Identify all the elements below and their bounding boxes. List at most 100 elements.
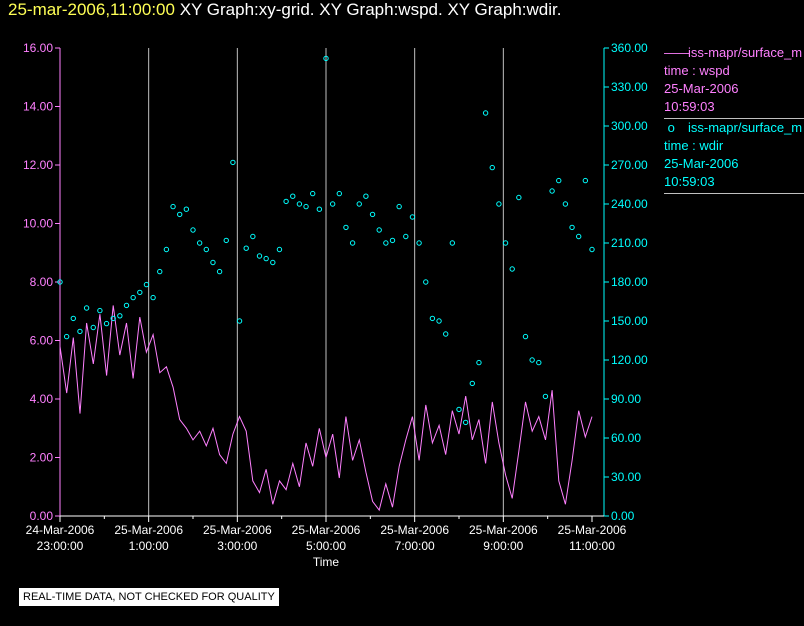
wdir-point [103, 320, 110, 327]
wdir-point [203, 246, 210, 253]
wdir-point [356, 201, 362, 207]
y-tick-label-right: 120.00 [611, 353, 648, 367]
wdir-point [449, 240, 456, 246]
wdir-point [409, 214, 416, 220]
wdir-point [389, 237, 396, 244]
wdir-point [509, 266, 515, 272]
graph-name-wspd: XY Graph:wspd. [319, 0, 443, 19]
wdir-point [569, 224, 575, 231]
wdir-point [163, 246, 170, 253]
wdir-point [369, 211, 376, 218]
x-tick-label-time: 5:00:00 [306, 539, 346, 553]
wdir-point [196, 240, 203, 246]
wdir-point [343, 224, 349, 231]
wdir-point [349, 240, 356, 246]
wdir-point [236, 318, 243, 324]
wdir-point [110, 315, 116, 322]
wdir-point [310, 190, 316, 197]
wdir-point [250, 233, 256, 240]
x-tick-label-time: 9:00:00 [483, 539, 523, 553]
wdir-point [363, 193, 369, 199]
x-axis-label: Time [313, 555, 340, 569]
y-tick-label-right: 60.00 [611, 431, 641, 445]
wdir-point [137, 289, 143, 296]
y-tick-label-left: 8.00 [30, 275, 54, 289]
wdir-point [256, 253, 263, 259]
wdir-point [522, 333, 529, 340]
wdir-point [423, 279, 429, 285]
wdir-point [396, 203, 402, 210]
wdir-point [403, 233, 409, 240]
wdir-point [150, 294, 156, 301]
legend-var: time : wspd [664, 63, 730, 78]
wdir-point [216, 268, 223, 275]
y-tick-label-left: 0.00 [30, 509, 54, 523]
wdir-point [562, 201, 569, 207]
x-tick-label-time: 1:00:00 [129, 539, 169, 553]
wdir-point [177, 211, 183, 218]
wdir-point [123, 302, 130, 309]
wdir-point [210, 259, 216, 266]
y-tick-label-left: 10.00 [23, 217, 53, 231]
wdir-point [270, 259, 276, 266]
wdir-point [496, 201, 502, 207]
wdir-point [223, 237, 229, 244]
wdir-point [462, 419, 469, 426]
x-tick-label-time: 11:00:00 [569, 539, 615, 553]
wdir-point [63, 333, 70, 340]
y-tick-label-left: 16.00 [23, 41, 53, 55]
wdir-point [316, 206, 323, 212]
wdir-point [429, 315, 436, 322]
wdir-point [117, 313, 123, 319]
legend-time: 10:59:03 [664, 99, 715, 114]
wdir-point [383, 240, 389, 246]
graph-title: 25-mar-2006,11:00:00 XY Graph:xy-grid. X… [8, 0, 561, 20]
circle-symbol-icon: o [664, 120, 675, 135]
y-tick-label-right: 270.00 [611, 158, 648, 172]
wdir-point [456, 406, 462, 413]
y-tick-label-right: 330.00 [611, 80, 648, 94]
x-tick-label-time: 3:00:00 [217, 539, 257, 553]
x-tick-label-date: 25-Mar-2006 [558, 523, 627, 537]
wdir-point [83, 305, 90, 311]
wdir-point [97, 307, 103, 314]
legend-var: time : wdir [664, 138, 724, 153]
y-tick-label-right: 150.00 [611, 314, 648, 328]
wdir-point [190, 227, 196, 233]
wdir-point [536, 359, 542, 366]
legend-entry-wspd: ——iss-mapr/surface_m time : wspd 25-Mar-… [664, 44, 804, 119]
legend-date: 25-Mar-2006 [664, 81, 739, 96]
wdir-point [329, 201, 336, 207]
wdir-point [230, 159, 236, 166]
y-tick-label-right: 360.00 [611, 41, 648, 55]
wdir-point [57, 279, 63, 285]
legend-source: iss-mapr/surface_m [688, 45, 803, 60]
y-tick-label-right: 240.00 [611, 197, 648, 211]
wdir-point [542, 393, 549, 400]
x-tick-label-time: 7:00:00 [395, 539, 435, 553]
graph-name-wdir: XY Graph:wdir. [447, 0, 562, 19]
y-tick-label-left: 2.00 [30, 451, 54, 465]
legend: ——iss-mapr/surface_m time : wspd 25-Mar-… [664, 44, 804, 194]
x-tick-label-date: 25-Mar-2006 [203, 523, 272, 537]
wdir-point [283, 198, 289, 205]
y-tick-label-left: 4.00 [30, 392, 54, 406]
legend-date: 25-Mar-2006 [664, 156, 739, 171]
wdir-point [549, 188, 555, 194]
wdir-point [443, 331, 449, 337]
y-tick-label-left: 12.00 [23, 158, 53, 172]
wspd-series-line [59, 305, 593, 512]
x-tick-label-date: 25-Mar-2006 [380, 523, 449, 537]
y-tick-label-right: 0.00 [611, 509, 635, 523]
wdir-point [589, 246, 595, 253]
wdir-point [529, 357, 535, 363]
line-symbol-icon: —— [664, 45, 690, 60]
x-tick-label-date: 25-Mar-2006 [114, 523, 183, 537]
wdir-point [556, 177, 562, 184]
wdir-point [276, 246, 283, 253]
wdir-point [576, 233, 582, 240]
wdir-point [70, 315, 77, 322]
x-tick-label-time: 23:00:00 [37, 539, 84, 553]
wdir-point [77, 328, 83, 335]
